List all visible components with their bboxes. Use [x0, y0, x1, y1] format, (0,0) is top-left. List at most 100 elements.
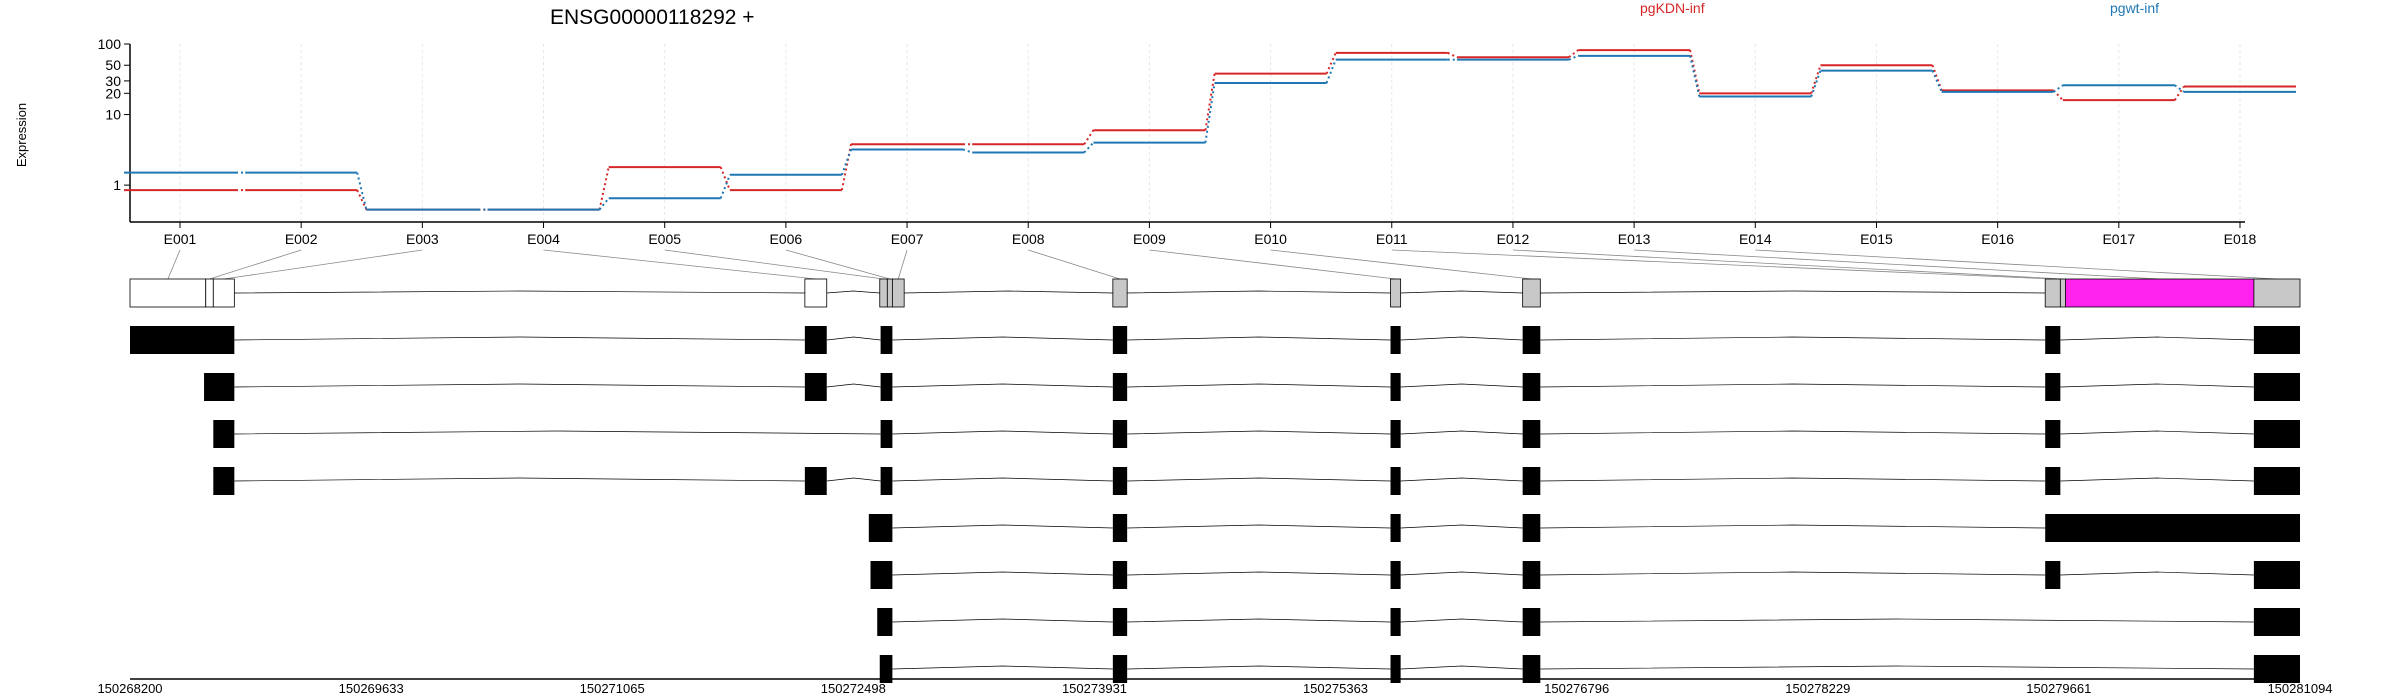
exon-bin — [2044, 278, 2061, 308]
exon-mapping-line — [167, 249, 181, 280]
transcript-exon — [2045, 326, 2061, 354]
transcript-exon — [204, 373, 235, 401]
series-connector — [598, 166, 610, 210]
genome-coordinate-axis: 150268200 150269633 150271065 150272498 1502… — [97, 678, 2333, 696]
genome-tick-label: 150269633 — [339, 681, 404, 696]
series-connector — [719, 174, 731, 199]
transcript-intron — [2060, 383, 2254, 388]
transcript-exon — [1390, 467, 1401, 495]
transcript-exon — [2045, 420, 2061, 448]
y-tick-label: 10 — [105, 107, 121, 123]
transcript-intron — [234, 383, 805, 388]
transcript-exon — [2253, 467, 2300, 495]
x-tick-label: E003 — [406, 231, 439, 247]
transcript-intron — [826, 477, 881, 482]
exon-bin — [129, 278, 207, 308]
exon-mapping-line — [1512, 249, 2063, 280]
exon-bin — [886, 278, 893, 308]
x-tick-label: E017 — [2102, 231, 2135, 247]
transcript-intron — [826, 383, 881, 388]
exon-bin — [1112, 278, 1128, 308]
transcript-intron — [892, 524, 1113, 529]
series-connector — [356, 172, 368, 210]
transcript-exon — [1112, 373, 1128, 401]
transcript-exon — [2253, 373, 2300, 401]
transcript-intron — [1540, 524, 2046, 529]
transcript-intron — [1540, 618, 2254, 623]
series-connector — [1810, 64, 1822, 94]
exon-bin — [879, 278, 888, 308]
transcript-exon — [1390, 373, 1401, 401]
series-connector — [1325, 59, 1337, 84]
exon-bin — [804, 278, 828, 308]
exon-mapping-line — [543, 249, 816, 280]
transcript-intron — [234, 477, 805, 482]
transcript-intron — [1540, 336, 2046, 341]
transcript — [868, 514, 2300, 542]
y-tick-label: 20 — [105, 85, 121, 101]
transcript-intron — [1540, 571, 2046, 576]
x-tick-label: E015 — [1860, 231, 1893, 247]
genome-tick-label: 150281094 — [2267, 681, 2332, 696]
transcript-exon — [2045, 561, 2061, 589]
gene-model — [129, 278, 2301, 308]
transcript-intron — [1400, 571, 1523, 576]
exon-mapping-line — [897, 249, 908, 280]
x-tick-label: E010 — [1254, 231, 1287, 247]
transcript — [130, 326, 2300, 354]
transcript-intron — [1127, 336, 1391, 341]
transcript-exon — [1390, 514, 1401, 542]
transcript — [877, 608, 2300, 636]
transcript — [204, 373, 2300, 401]
transcript-exon — [130, 326, 235, 354]
transcript-intron — [2060, 477, 2254, 482]
series-connector — [1325, 52, 1337, 75]
exon-mapping-line — [1028, 249, 1121, 280]
series-connector — [1810, 70, 1822, 97]
gene-intron — [1400, 290, 1523, 294]
transcript-exon — [213, 420, 235, 448]
gene-intron — [1127, 290, 1391, 294]
transcript-intron — [826, 336, 881, 341]
exon-bin — [205, 278, 214, 308]
transcript-intron — [1400, 524, 1523, 529]
gene-intron — [904, 290, 1113, 294]
exon-bin — [1522, 278, 1541, 308]
transcript-exon — [1390, 326, 1401, 354]
transcript-exon — [880, 326, 893, 354]
series-connector — [840, 149, 852, 176]
series-connector — [1204, 82, 1216, 143]
transcript-intron — [892, 571, 1113, 576]
transcript-exon — [1522, 514, 1541, 542]
transcript-models — [130, 326, 2300, 683]
transcript-exon — [804, 467, 827, 495]
x-tick-label: E007 — [891, 231, 924, 247]
transcript-intron — [1540, 665, 2254, 670]
series-connector — [356, 189, 368, 211]
transcript-exon — [1390, 608, 1401, 636]
transcript-intron — [1127, 665, 1391, 670]
series-connector — [962, 148, 973, 154]
x-tick-label: E006 — [770, 231, 803, 247]
transcript-intron — [1400, 477, 1523, 482]
transcript-exon — [1112, 561, 1128, 589]
x-tick-label: E013 — [1618, 231, 1651, 247]
transcript-intron — [892, 618, 1113, 623]
series-connector — [1447, 51, 1458, 59]
transcript-intron — [892, 383, 1113, 388]
exon-mapping-line — [209, 249, 302, 280]
x-tick-label: E005 — [648, 231, 681, 247]
exon-mapping-line — [223, 249, 423, 280]
transcript-exon — [2045, 514, 2300, 542]
transcript — [870, 561, 2300, 589]
transcript — [213, 420, 2300, 448]
exon-bin — [1390, 278, 1402, 308]
transcript-intron — [1400, 383, 1523, 388]
series-connector — [840, 144, 853, 191]
transcript-exon — [1112, 420, 1128, 448]
series-connector — [1083, 141, 1095, 154]
exon-mapping-line — [1270, 249, 1532, 280]
series-connector — [719, 166, 731, 191]
